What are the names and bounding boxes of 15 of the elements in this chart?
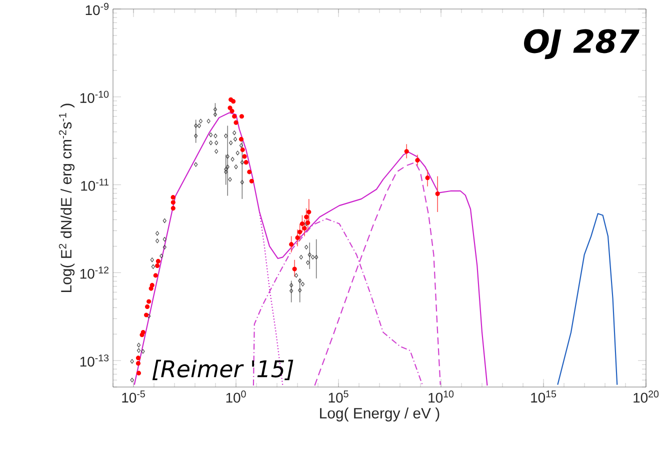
y-tick-label: 10$^{-12}$ [80,266,108,279]
y-tick-label: 10$^{-10}$ [80,90,109,103]
x-tick-label: 10$^{0}$ [226,390,246,403]
y-tick-label: 10$^{-13}$ [80,354,109,367]
x-tick-label: 10$^{-5}$ [122,390,145,403]
y-tick-label: 10$^{-9}$ [86,2,109,16]
x-tick-label: 10$^{5}$ [328,390,348,403]
x-tick-label: 10$^{15}$ [531,390,556,403]
y-tick-label: 10$^{-11}$ [81,178,109,191]
annotation: [Reimer '15] [152,360,294,380]
x-axis-title: Log( Energy / eV ) [320,408,440,422]
annotation: OJ 287 [524,29,640,60]
y-axis-title: Log( E$^{2}$ dN/dE / erg cm$^{-2}$s$^{-1}$ ) [58,104,75,292]
x-tick-label: 10$^{20}$ [634,390,659,403]
x-tick-label: 10$^{10}$ [428,390,454,403]
